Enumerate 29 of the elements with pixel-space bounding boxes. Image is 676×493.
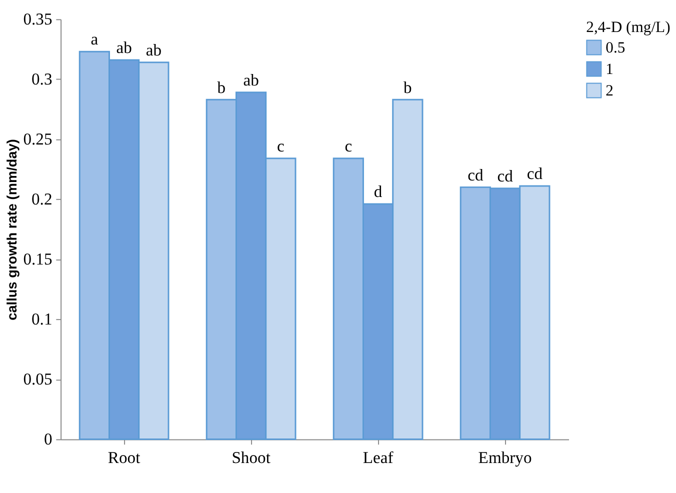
- legend-title: 2,4-D (mg/L): [586, 18, 670, 36]
- data-label: a: [90, 30, 99, 49]
- data-label: cd: [497, 166, 514, 186]
- y-tick-label: 0.2: [32, 190, 52, 209]
- y-tick-label: 0.25: [23, 130, 52, 149]
- data-label: c: [277, 136, 284, 156]
- y-tick-label: 0.3: [32, 70, 52, 89]
- y-axis-title: callus growth rate (mm/day): [4, 139, 20, 320]
- y-tick-label: 0.15: [23, 250, 52, 269]
- x-tick-label: Shoot: [232, 448, 271, 468]
- data-label: ab: [243, 70, 259, 90]
- data-label: ab: [116, 38, 132, 58]
- y-tick-label: 0: [44, 430, 52, 449]
- y-tick-label: 0.35: [23, 10, 52, 29]
- data-label: b: [404, 78, 412, 97]
- data-label: ab: [146, 40, 162, 60]
- y-tick-label: 0.1: [32, 310, 52, 329]
- y-tick-label: 0.05: [23, 370, 52, 389]
- x-tick-label: Embryo: [478, 448, 532, 468]
- legend-label: 0.5: [606, 39, 626, 56]
- legend-label: 2: [606, 82, 614, 100]
- legend-label: 1: [606, 60, 614, 78]
- data-label: c: [344, 136, 352, 156]
- data-label: cd: [526, 164, 544, 184]
- x-tick-label: Leaf: [362, 448, 394, 468]
- data-label: b: [217, 78, 226, 97]
- data-label: d: [374, 182, 383, 202]
- x-tick-label: Root: [108, 448, 141, 468]
- data-label: cd: [468, 165, 484, 184]
